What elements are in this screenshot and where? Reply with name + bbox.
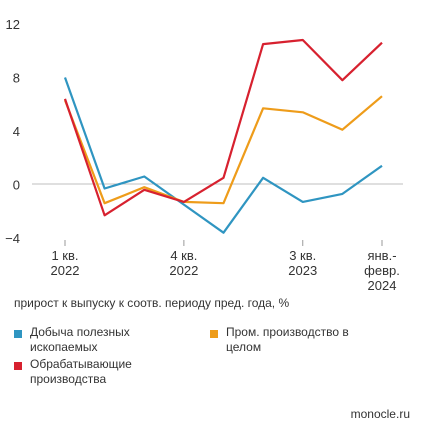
y-axis-ticks: 12 8 4 0 −4 <box>5 17 20 246</box>
legend-label: Пром. производство в целом <box>226 325 349 354</box>
x-tick-label: 1 кв. 2022 <box>51 248 80 278</box>
series-line-0 <box>63 77 383 234</box>
legend-swatch-red <box>14 362 22 370</box>
y-tick-label: −4 <box>5 231 20 246</box>
chart-caption: прирост к выпуску к соотв. периоду пред.… <box>14 296 290 310</box>
y-tick-label: 8 <box>13 71 20 86</box>
x-tick-label: янв.-февр. 2024 <box>364 248 400 290</box>
legend-swatch-orange <box>210 330 218 338</box>
y-tick-label: 12 <box>6 17 20 32</box>
legend-label: Обрабатывающие производства <box>30 357 132 386</box>
x-axis-ticks: 1 кв. 2022 4 кв. 2022 3 кв. 2023 янв.-февр. 202… <box>51 240 400 290</box>
source-label: monocle.ru <box>350 407 410 421</box>
legend-label: Добыча полезных ископаемых <box>30 325 130 354</box>
x-tick-label: 4 кв. 2022 <box>169 248 198 278</box>
line-chart: 12 8 4 0 −4 1 кв. 2022 4 кв. 2022 3 кв. 2023 янв.-… <box>5 17 403 290</box>
series-line-2 <box>63 38 383 217</box>
series-lines <box>63 38 383 234</box>
series-line-1 <box>63 95 383 205</box>
x-tick-label: 3 кв. 2023 <box>288 248 317 278</box>
y-tick-label: 0 <box>13 178 20 193</box>
y-tick-label: 4 <box>13 124 20 139</box>
legend-swatch-blue <box>14 330 22 338</box>
